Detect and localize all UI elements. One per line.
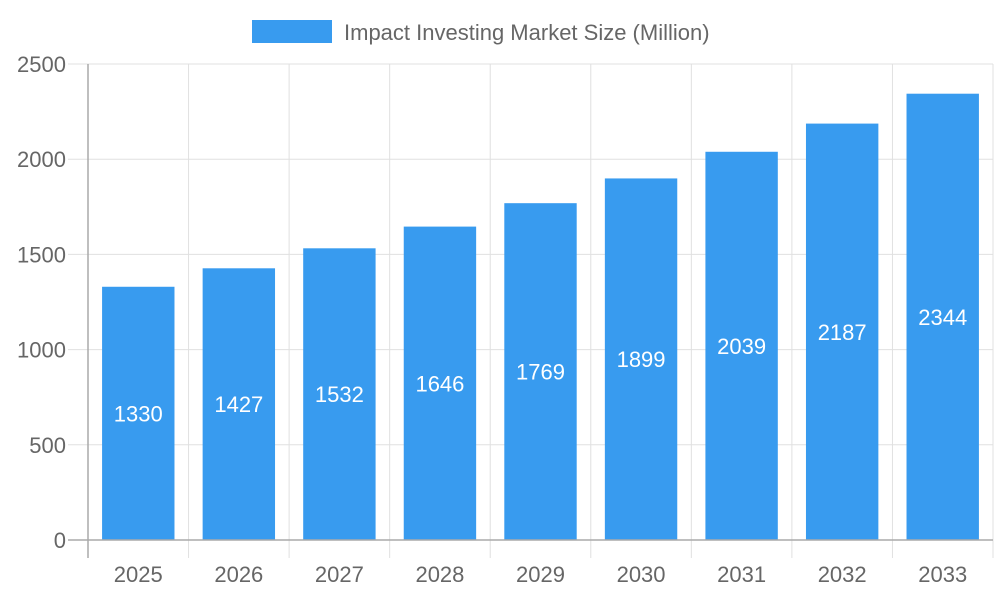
bar bbox=[102, 286, 175, 540]
data-label: 2344 bbox=[918, 305, 967, 330]
data-label: 1330 bbox=[114, 401, 163, 426]
y-tick-label: 1000 bbox=[17, 338, 66, 363]
data-label: 1532 bbox=[315, 382, 364, 407]
y-tick-label: 0 bbox=[54, 528, 66, 553]
data-label: 1769 bbox=[516, 360, 565, 385]
axes: 0 500 1000 1500 2000 2500 2025 2026 2027 2028 2029… bbox=[17, 52, 993, 587]
y-tick-label: 1500 bbox=[17, 242, 66, 267]
data-label: 1646 bbox=[415, 371, 464, 396]
x-tick-label: 2030 bbox=[617, 562, 666, 587]
bar bbox=[604, 178, 678, 540]
data-label: 1899 bbox=[617, 347, 666, 372]
bar bbox=[805, 123, 879, 540]
grid bbox=[68, 63, 994, 558]
x-tick-label: 2033 bbox=[918, 562, 967, 587]
bar bbox=[303, 248, 376, 541]
bar bbox=[906, 93, 979, 541]
y-tick-label: 2000 bbox=[17, 147, 66, 172]
x-tick-label: 2028 bbox=[415, 562, 464, 587]
x-tick-label: 2032 bbox=[818, 562, 867, 587]
y-tick-label: 2500 bbox=[17, 52, 66, 77]
legend-swatch bbox=[252, 20, 332, 43]
data-label: 2187 bbox=[818, 320, 867, 345]
data-label: 1427 bbox=[214, 392, 263, 417]
data-label: 2039 bbox=[717, 334, 766, 359]
legend-label: Impact Investing Market Size (Million) bbox=[344, 20, 710, 45]
bar bbox=[705, 151, 778, 540]
y-tick-label: 500 bbox=[29, 433, 66, 458]
x-tick-label: 2031 bbox=[717, 562, 766, 587]
bars: 1330 1427 1532 1646 1769 1899 2039 2187 2344 bbox=[102, 93, 979, 541]
legend[interactable]: Impact Investing Market Size (Million) bbox=[252, 20, 710, 45]
bar bbox=[403, 226, 477, 540]
x-tick-label: 2027 bbox=[315, 562, 364, 587]
x-tick-label: 2025 bbox=[114, 562, 163, 587]
bar bbox=[504, 203, 577, 540]
x-tick-label: 2026 bbox=[214, 562, 263, 587]
bar bbox=[202, 268, 276, 540]
x-tick-label: 2029 bbox=[516, 562, 565, 587]
